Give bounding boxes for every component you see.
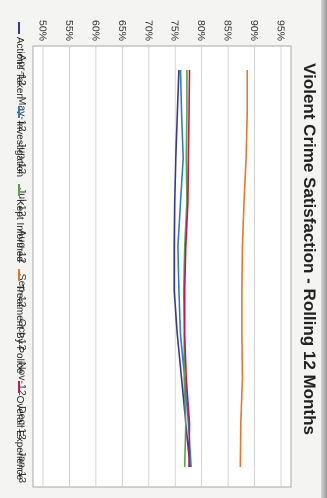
legend-swatch xyxy=(18,105,21,118)
series-lines xyxy=(173,69,248,468)
legend-item: Kept Informed xyxy=(14,184,25,262)
legend-swatch xyxy=(18,380,21,393)
legend-swatch xyxy=(18,184,21,197)
series-line-actions-taken xyxy=(173,69,191,468)
y-tick-label: 50% xyxy=(37,20,49,41)
legend-item: Overall Experience xyxy=(14,380,25,481)
legend-item: Treatment By Police xyxy=(14,268,25,374)
plot-area xyxy=(32,45,292,488)
legend-label: Kept Informed xyxy=(14,199,25,262)
y-tick-label: 80% xyxy=(195,20,207,41)
y-tick-label: 65% xyxy=(116,20,128,41)
y-tick-label: 55% xyxy=(63,20,75,41)
y-tick-label: 70% xyxy=(142,20,154,41)
series-line-treatment-by-police xyxy=(239,70,248,468)
legend-swatch xyxy=(18,21,21,34)
x-tick-label: Jun-12 xyxy=(16,142,28,174)
legend: Actions Taken Investigation Kept Informed T… xyxy=(14,6,25,496)
y-axis-ticks: 50% 55% 60% 65% 70% 75% 80% 85% 90% 95% xyxy=(37,20,287,41)
series-line-investigation xyxy=(177,69,192,468)
legend-item: Investigation xyxy=(14,105,25,178)
y-tick-label: 60% xyxy=(89,20,101,41)
legend-label: Actions Taken xyxy=(14,36,25,99)
page-edge-shadow xyxy=(321,0,327,498)
series-line-overall-experience xyxy=(183,69,191,468)
x-tick-label: Dec-12 xyxy=(16,406,28,440)
x-tick-label: Jan-13 xyxy=(16,451,28,483)
y-tick-label: 75% xyxy=(169,20,181,41)
x-tick-label: May-12 xyxy=(16,97,28,132)
y-tick-label: 85% xyxy=(222,20,234,41)
legend-label: Treatment By Police xyxy=(14,283,25,374)
series-line-kept-informed xyxy=(182,70,188,468)
x-tick-label: Sep-12 xyxy=(16,274,28,308)
y-tick-label: 95% xyxy=(275,20,287,41)
legend-swatch xyxy=(18,268,21,281)
legend-item: Actions Taken xyxy=(14,21,25,99)
legend-label: Overall Experience xyxy=(14,395,25,481)
x-tick-label: Aug-12 xyxy=(16,230,28,264)
gridlines xyxy=(42,46,282,487)
x-tick-label: Oct-12 xyxy=(16,319,28,351)
y-tick-label: 90% xyxy=(248,20,260,41)
x-tick-label: Apr-12 xyxy=(16,54,28,86)
legend-label: Investigation xyxy=(14,120,25,178)
